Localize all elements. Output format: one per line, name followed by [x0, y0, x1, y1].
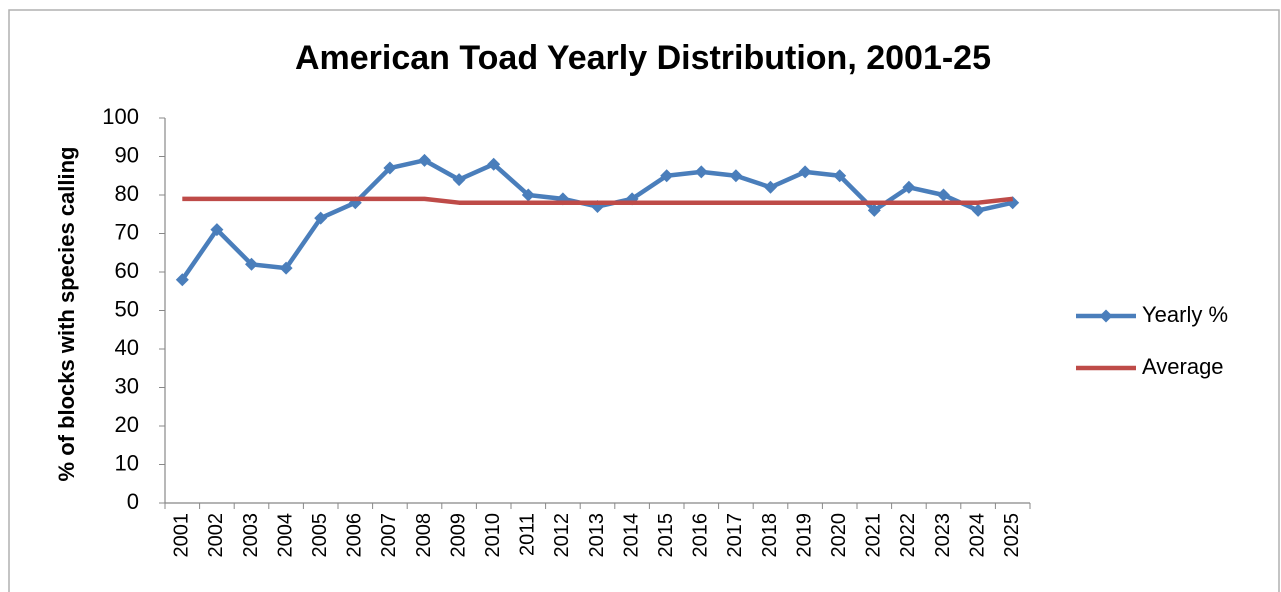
- x-tick-label: 2025: [1001, 513, 1023, 558]
- x-tick-label: 2021: [863, 513, 885, 558]
- data-point: [487, 157, 501, 171]
- x-tick-label: 2012: [551, 513, 573, 558]
- y-tick-label: 70: [115, 219, 139, 244]
- x-tick-label: 2004: [274, 513, 296, 558]
- x-tick-label: 2015: [655, 513, 677, 558]
- legend-label: Average: [1142, 354, 1224, 379]
- x-tick-label: 2002: [205, 513, 227, 558]
- y-tick-label: 10: [115, 450, 139, 475]
- data-point: [902, 180, 916, 194]
- y-axis-label: % of blocks with species calling: [54, 147, 79, 482]
- chart-frame: [8, 9, 1280, 592]
- data-point: [314, 211, 328, 225]
- data-point: [833, 169, 847, 183]
- data-point: [971, 203, 985, 217]
- y-tick-label: 60: [115, 258, 139, 283]
- data-point: [279, 261, 293, 275]
- data-point: [798, 165, 812, 179]
- data-point: [418, 153, 431, 167]
- y-tick-label: 80: [115, 181, 139, 206]
- data-point: [867, 203, 881, 217]
- legend-label: Yearly %: [1142, 302, 1228, 327]
- x-tick-label: 2008: [413, 513, 435, 558]
- x-tick-label: 2003: [240, 513, 262, 558]
- x-tick-label: 2022: [897, 513, 919, 558]
- y-tick-label: 50: [115, 296, 139, 321]
- legend-marker: [1099, 309, 1113, 323]
- x-tick-label: 2016: [690, 513, 712, 558]
- data-point: [764, 180, 777, 194]
- x-tick-label: 2023: [932, 513, 954, 558]
- x-tick-label: 2014: [620, 513, 642, 558]
- x-tick-label: 2011: [517, 513, 539, 556]
- data-point: [729, 169, 743, 183]
- data-point: [175, 273, 189, 287]
- series-line: [182, 196, 1013, 205]
- x-tick-label: 2018: [759, 513, 781, 558]
- data-point: [210, 223, 224, 237]
- x-tick-label: 2020: [828, 513, 850, 558]
- y-tick-label: 100: [102, 104, 139, 129]
- x-tick-label: 2010: [482, 513, 504, 558]
- x-tick-label: 2013: [586, 513, 608, 558]
- data-point: [937, 188, 950, 202]
- y-tick-label: 40: [115, 335, 139, 360]
- x-tick-label: 2009: [447, 513, 469, 558]
- x-tick-label: 2007: [378, 513, 400, 558]
- y-tick-label: 20: [115, 412, 139, 437]
- data-point: [452, 173, 466, 187]
- x-tick-label: 2006: [344, 513, 366, 558]
- data-point: [521, 188, 535, 202]
- data-point: [383, 161, 397, 175]
- data-point: [245, 257, 258, 271]
- data-point: [694, 165, 708, 179]
- y-tick-label: 30: [115, 373, 139, 398]
- x-tick-label: 2019: [793, 513, 815, 558]
- x-tick-label: 2001: [171, 513, 193, 558]
- x-tick-label: 2005: [309, 513, 331, 558]
- y-tick-label: 90: [115, 142, 139, 167]
- chart-title: American Toad Yearly Distribution, 2001-…: [295, 39, 991, 77]
- data-point: [660, 169, 674, 183]
- x-tick-label: 2017: [724, 513, 746, 558]
- y-tick-label: 0: [127, 489, 139, 514]
- x-tick-label: 2024: [966, 513, 988, 558]
